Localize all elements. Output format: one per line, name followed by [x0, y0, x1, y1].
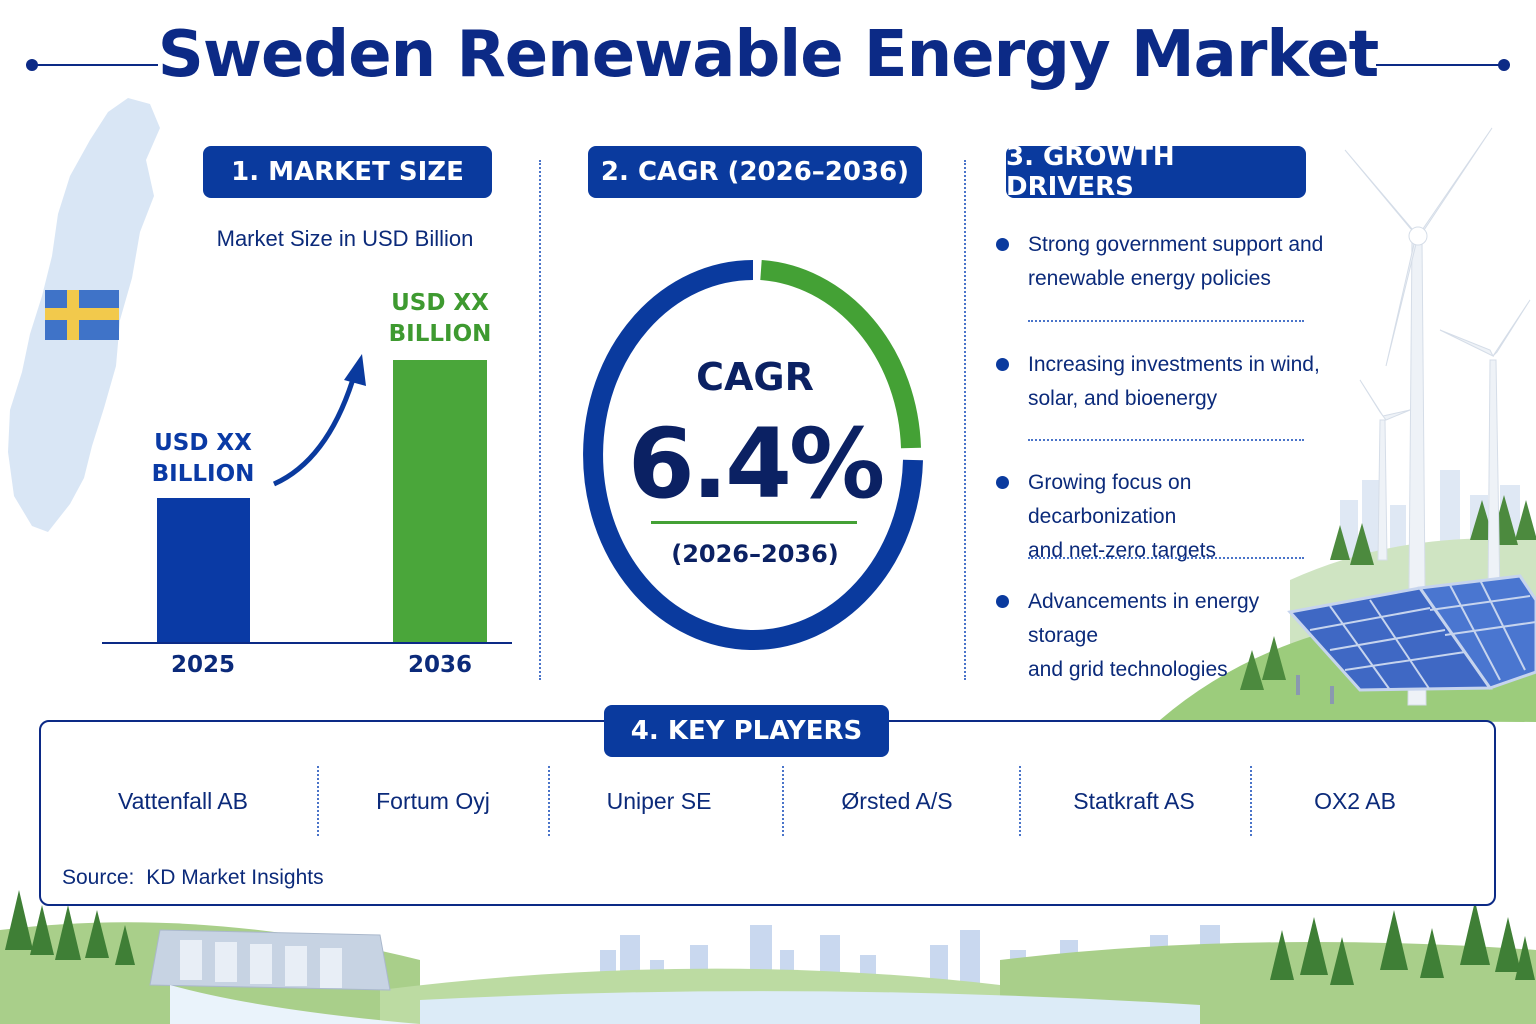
- player-orsted: Ørsted A/S: [841, 788, 953, 814]
- growth-driver-item: Growing focus on decarbonization and net…: [996, 466, 1326, 562]
- driver-line2: and net-zero targets: [1028, 539, 1216, 562]
- bullet-icon: [996, 595, 1009, 608]
- growth-driver-text: Advancements in energy storage and grid …: [1028, 585, 1328, 687]
- growth-drivers-heading: 3. GROWTH DRIVERS: [1006, 142, 1306, 202]
- bar-label-2025: USD XX BILLION: [143, 428, 263, 490]
- bar-2025: [157, 498, 250, 642]
- growth-driver-text: Strong government support and renewable …: [1028, 228, 1328, 296]
- driver-separator: [1028, 557, 1304, 559]
- right-landscape: [1160, 127, 1536, 722]
- driver-line2: renewable energy policies: [1028, 267, 1271, 290]
- solar-panel-icon: [1287, 574, 1536, 704]
- year-label-2036: 2036: [407, 652, 472, 678]
- player-separator: [1250, 766, 1252, 836]
- driver-line1: Advancements in energy storage: [1028, 590, 1260, 647]
- driver-line2: and grid technologies: [1028, 658, 1228, 681]
- chart-baseline: [102, 642, 512, 644]
- bottom-landscape: [0, 890, 1536, 1024]
- title-dot-right: [1498, 59, 1510, 71]
- cagr-ring-navy: [583, 260, 923, 650]
- title-line-right: [1376, 64, 1502, 66]
- cagr-divider: [651, 521, 857, 524]
- bar-label-line1: USD XX: [154, 430, 252, 456]
- bar-label-line2: BILLION: [388, 321, 492, 347]
- cagr-ring-green: [760, 260, 921, 449]
- source-note: Source: KD Market Insights: [62, 866, 324, 890]
- player-uniper: Uniper SE: [606, 788, 712, 814]
- player-separator: [782, 766, 784, 836]
- cagr-heading: 2. CAGR (2026–2036): [588, 146, 922, 198]
- driver-line1: Increasing investments in wind,: [1028, 353, 1320, 376]
- source-label: Source:: [62, 866, 135, 889]
- driver-line2: solar, and bioenergy: [1028, 387, 1218, 410]
- cagr-label: CAGR: [696, 355, 814, 399]
- player-separator: [317, 766, 319, 836]
- driver-separator: [1028, 439, 1304, 441]
- growth-driver-item: Increasing investments in wind, solar, a…: [996, 348, 1326, 418]
- source-value: KD Market Insights: [146, 866, 324, 889]
- driver-line1: Growing focus on decarbonization: [1028, 471, 1192, 528]
- player-ox2: OX2 AB: [1314, 788, 1396, 814]
- player-fortum: Fortum Oyj: [376, 788, 490, 814]
- player-statkraft: Statkraft AS: [1073, 788, 1195, 814]
- bottom-forest: [5, 890, 1535, 985]
- title-line-left: [32, 64, 158, 66]
- key-players-heading: 4. KEY PLAYERS: [604, 705, 889, 757]
- cagr-ring: [583, 260, 923, 650]
- column-separator: [964, 160, 966, 680]
- column-separator: [539, 160, 541, 680]
- page-title: Sweden Renewable Energy Market: [157, 18, 1379, 92]
- title-dot-left: [26, 59, 38, 71]
- bar-label-line1: USD XX: [391, 290, 489, 316]
- player-vattenfall: Vattenfall AB: [118, 788, 248, 814]
- market-size-subtitle: Market Size in USD Billion: [216, 226, 474, 251]
- market-size-heading: 1. MARKET SIZE: [203, 146, 492, 198]
- driver-separator: [1028, 320, 1304, 322]
- bullet-icon: [996, 358, 1009, 371]
- bullet-icon: [996, 476, 1009, 489]
- sweden-flag-icon: [45, 290, 119, 340]
- bullet-icon: [996, 238, 1009, 251]
- bar-label-line2: BILLION: [151, 461, 255, 487]
- growth-driver-text: Increasing investments in wind, solar, a…: [1028, 348, 1328, 416]
- player-separator: [548, 766, 550, 836]
- year-label-2025: 2025: [170, 652, 235, 678]
- growth-driver-item: Strong government support and renewable …: [996, 228, 1326, 298]
- bar-2036: [393, 360, 487, 642]
- cagr-period: (2026–2036): [671, 540, 839, 568]
- hydro-dam-icon: [149, 929, 420, 1024]
- bar-label-2036: USD XX BILLION: [378, 288, 502, 350]
- growth-driver-text: Growing focus on decarbonization and net…: [1028, 466, 1328, 568]
- cagr-value: 6.4%: [627, 408, 885, 520]
- player-separator: [1019, 766, 1021, 836]
- growth-driver-item: Advancements in energy storage and grid …: [996, 585, 1326, 681]
- growth-arrow-icon: [272, 354, 366, 487]
- driver-line1: Strong government support and: [1028, 233, 1324, 256]
